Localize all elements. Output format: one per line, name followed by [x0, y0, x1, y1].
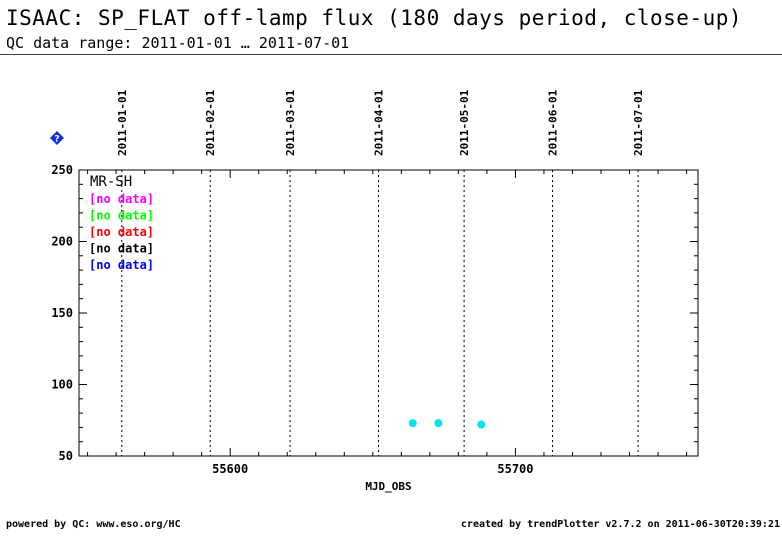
date-marker-label: 2011-02-01 — [204, 89, 217, 156]
date-marker-label: 2011-07-01 — [632, 89, 645, 156]
footer-created-by: created by trendPlotter v2.7.2 on 2011-0… — [460, 519, 780, 530]
data-point — [408, 419, 417, 428]
data-point — [434, 419, 443, 428]
data-point — [477, 420, 486, 429]
footer-powered-by: powered by QC: www.eso.org/HC — [6, 519, 181, 530]
y-tick-label: 100 — [51, 378, 73, 392]
y-tick-label: 200 — [51, 235, 73, 249]
date-marker-label: 2011-05-01 — [458, 89, 471, 156]
x-axis-label: MJD_OBS — [365, 480, 411, 493]
legend-entry: [no data] — [89, 258, 154, 272]
help-diamond-icon[interactable]: ? — [50, 131, 64, 145]
page-title: ISAAC: SP_FLAT off-lamp flux (180 days p… — [6, 6, 743, 30]
x-tick-label: 55600 — [212, 462, 248, 476]
date-marker-label: 2011-06-01 — [547, 89, 560, 156]
legend-title: MR-SH — [90, 174, 132, 190]
date-marker-label: 2011-04-01 — [373, 89, 386, 156]
date-marker-label: 2011-01-01 — [116, 89, 129, 156]
legend-entry: [no data] — [89, 242, 154, 256]
header-divider — [0, 54, 782, 55]
legend-entry: [no data] — [89, 192, 154, 206]
y-tick-label: 50 — [59, 449, 73, 463]
legend-entry: [no data] — [89, 225, 154, 239]
x-tick-label: 55700 — [497, 462, 533, 476]
date-marker-label: 2011-03-01 — [284, 89, 297, 156]
y-tick-label: 150 — [51, 306, 73, 320]
page-subtitle: QC data range: 2011-01-01 … 2011-07-01 — [6, 34, 350, 52]
svg-text:?: ? — [54, 135, 59, 145]
plot-frame — [78, 169, 699, 457]
legend-entry: [no data] — [89, 209, 154, 223]
y-tick-label: 250 — [51, 163, 73, 177]
